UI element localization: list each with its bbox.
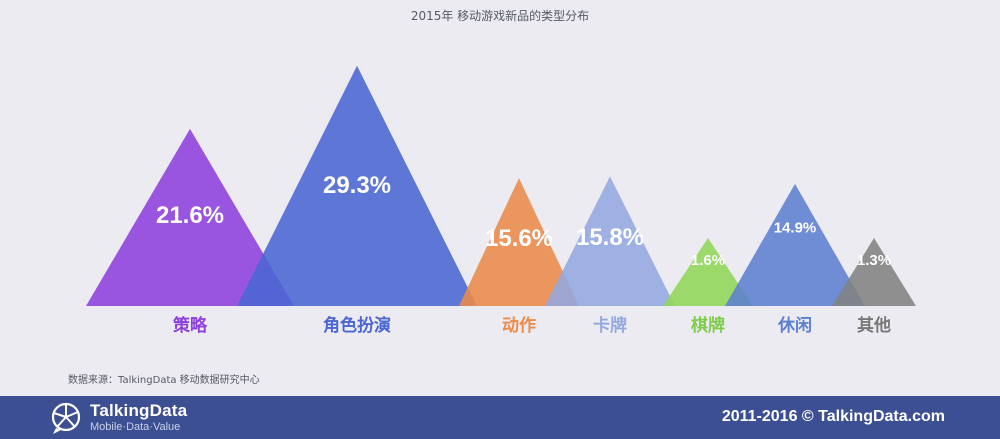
value-label-3: 15.8% (576, 224, 644, 251)
category-label-1: 角色扮演 (323, 315, 391, 336)
value-label-2: 15.6% (485, 225, 553, 252)
source-note: 数据来源：TalkingData 移动数据研究中心 (68, 375, 260, 386)
triangle-0 (86, 128, 294, 306)
category-label-2: 动作 (502, 315, 536, 336)
triangle-6 (832, 238, 916, 306)
triangle-4 (663, 238, 753, 306)
category-label-0: 策略 (173, 315, 208, 336)
value-label-0: 21.6% (156, 202, 224, 229)
brand-name: TalkingData (90, 401, 188, 420)
triangle-2 (459, 178, 579, 306)
value-label-1: 29.3% (323, 172, 391, 199)
footer-bar: TalkingData Mobile·Data·Value 2011-2016 … (0, 396, 1000, 439)
pie-chart-speech-bubble-icon (51, 402, 81, 434)
brand-tagline: Mobile·Data·Value (90, 421, 181, 433)
value-label-6: 1.3% (857, 252, 891, 269)
triangle-1 (237, 65, 477, 307)
value-label-5: 14.9% (774, 220, 817, 237)
category-label-5: 休闲 (777, 315, 812, 336)
chart-plot: 21.6% 策略 29.3% 角色扮演 15.6% 动作 15.8% 卡牌 1.6% 棋牌 14.9… (86, 65, 916, 336)
chart-title: 2015年 移动游戏新品的类型分布 (410, 9, 590, 23)
brand-logo: TalkingData Mobile·Data·Value (50, 401, 250, 435)
triangle-3 (545, 176, 675, 306)
category-label-3: 卡牌 (593, 315, 627, 336)
copyright-text: 2011-2016 © TalkingData.com (721, 408, 945, 425)
category-label-4: 棋牌 (691, 315, 725, 336)
category-label-6: 其他 (857, 315, 891, 336)
value-label-4: 1.6% (691, 252, 725, 269)
triangle-5 (725, 183, 865, 306)
